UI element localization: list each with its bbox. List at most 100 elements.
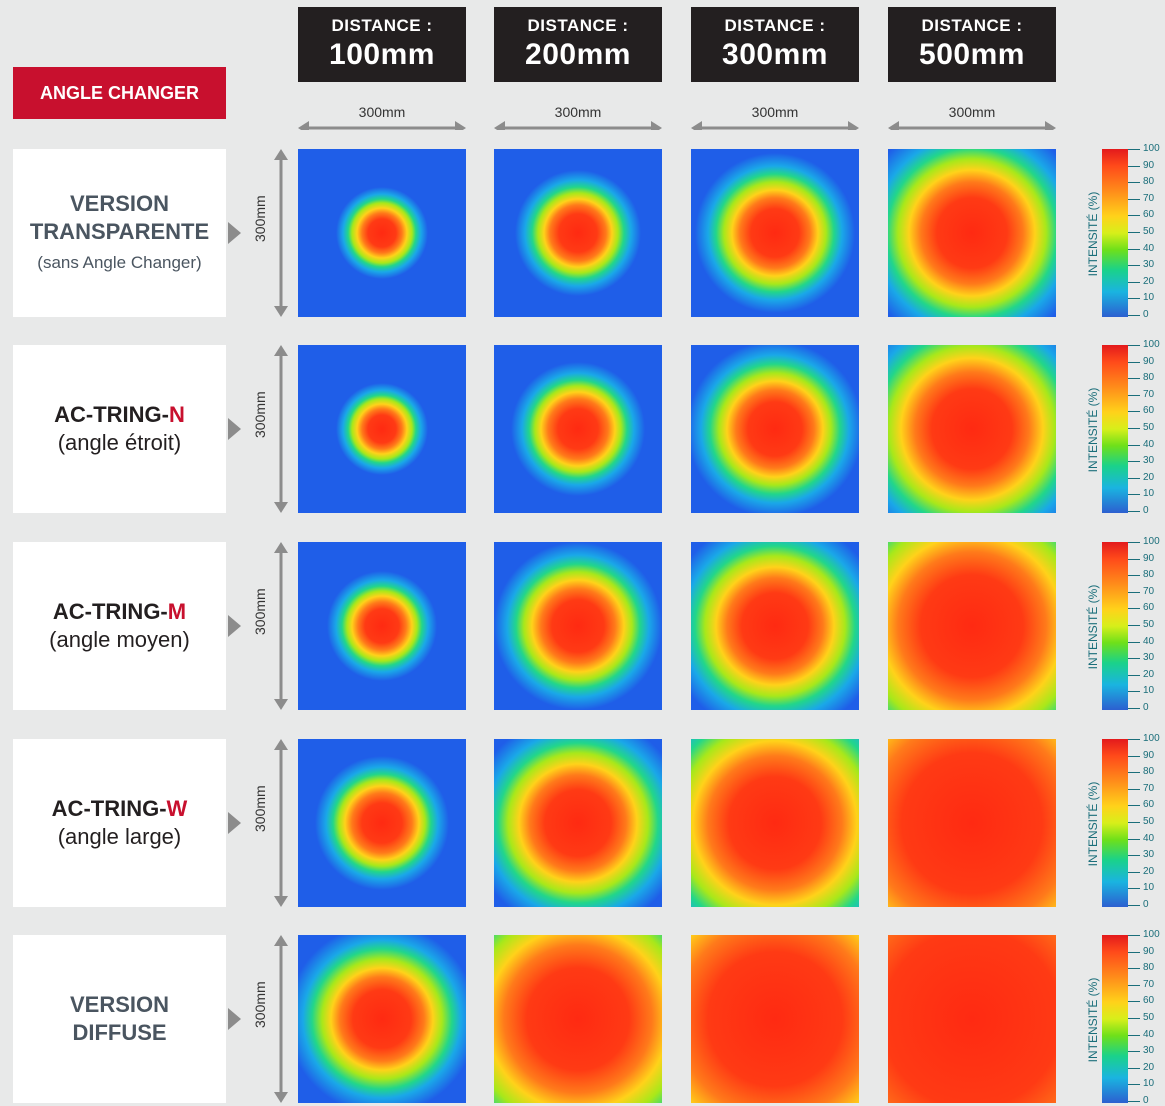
heatmap-cell	[494, 345, 662, 513]
scale-tick-label: 100	[1143, 929, 1160, 940]
scale-tick-label: 10	[1143, 1078, 1155, 1089]
row-subtitle: (sans Angle Changer)	[37, 253, 202, 272]
double-arrow-vertical-icon	[274, 935, 288, 1103]
scale-tick-label: 90	[1143, 553, 1155, 564]
scale-tick-label: 80	[1143, 176, 1155, 187]
height-label: 300mm	[252, 981, 268, 1028]
scale-tick	[1128, 395, 1140, 396]
scale-tick	[1128, 805, 1140, 806]
heatmap-cell	[691, 149, 859, 317]
scale-tick	[1128, 345, 1140, 346]
height-label: 300mm	[252, 195, 268, 242]
heatmap-cell	[494, 935, 662, 1103]
scale-title: INTENSITÉ (%)	[1086, 977, 1100, 1063]
heatmap-cell	[298, 739, 466, 907]
scale-tick-label: 40	[1143, 439, 1155, 450]
scale-tick	[1128, 166, 1140, 167]
scale-tick-label: 50	[1143, 1012, 1155, 1023]
scale-tick	[1128, 511, 1140, 512]
scale-tick-label: 40	[1143, 636, 1155, 647]
heatmap-cell	[298, 542, 466, 710]
scale-tick-label: 30	[1143, 455, 1155, 466]
row-subtitle: (angle moyen)	[49, 627, 190, 652]
scale-tick-label: 60	[1143, 209, 1155, 220]
scale-tick-label: 10	[1143, 882, 1155, 893]
heatmap-cell	[494, 739, 662, 907]
double-arrow-icon	[691, 121, 859, 130]
distance-value: 300mm	[722, 38, 828, 71]
scale-title: INTENSITÉ (%)	[1086, 584, 1100, 670]
scale-tick	[1128, 378, 1140, 379]
scale-tick	[1128, 642, 1140, 643]
scale-tick-label: 70	[1143, 389, 1155, 400]
scale-tick-label: 60	[1143, 602, 1155, 613]
double-arrow-icon	[494, 121, 662, 130]
scale-tick-label: 0	[1143, 702, 1149, 713]
scale-tick	[1128, 1035, 1140, 1036]
scale-tick	[1128, 839, 1140, 840]
scale-tick-label: 0	[1143, 899, 1149, 910]
double-arrow-vertical-icon	[274, 739, 288, 907]
angle-changer-badge: ANGLE CHANGER	[13, 67, 226, 119]
scale-tick	[1128, 149, 1140, 150]
row-name: VERSION	[69, 992, 170, 1017]
row-name-suffix: W	[166, 796, 188, 821]
row-name: VERSION	[69, 191, 170, 216]
scale-tick-label: 90	[1143, 750, 1155, 761]
distance-value: 100mm	[329, 38, 435, 71]
row-label-ac-tring-n: AC-TRING-N (angle étroit)	[13, 345, 226, 513]
height-arrow: 300mm	[252, 542, 295, 710]
intensity-scale: INTENSITÉ (%) 100 90 80 70 60 50 40 30 20 10 0	[1080, 144, 1165, 320]
scale-tick	[1128, 559, 1140, 560]
scale-tick-label: 80	[1143, 569, 1155, 580]
heatmap-cell	[691, 739, 859, 907]
scale-tick-label: 70	[1143, 783, 1155, 794]
scale-tick	[1128, 428, 1140, 429]
height-label: 300mm	[252, 588, 268, 635]
scale-tick-label: 0	[1143, 505, 1149, 516]
scale-tick	[1128, 265, 1140, 266]
row-name-prefix: AC-TRING-	[52, 599, 168, 624]
scale-tick	[1128, 1084, 1140, 1085]
width-label: 300mm	[751, 104, 799, 120]
scale-tick-label: 90	[1143, 356, 1155, 367]
distance-label: DISTANCE :	[921, 16, 1023, 35]
scale-tick	[1128, 905, 1140, 906]
scale-tick-label: 20	[1143, 669, 1155, 680]
heatmap-cell	[298, 149, 466, 317]
scale-tick	[1128, 822, 1140, 823]
scale-tick	[1128, 675, 1140, 676]
double-arrow-vertical-icon	[274, 542, 288, 710]
scale-tick-label: 10	[1143, 488, 1155, 499]
intensity-scale: INTENSITÉ (%) 100 90 80 70 60 50 40 30 20 10 0	[1080, 340, 1165, 516]
scale-tick-label: 30	[1143, 849, 1155, 860]
scale-tick	[1128, 789, 1140, 790]
scale-tick-label: 40	[1143, 1029, 1155, 1040]
scale-tick	[1128, 608, 1140, 609]
heatmap-cell	[888, 935, 1056, 1103]
scale-tick-label: 90	[1143, 946, 1155, 957]
scale-tick	[1128, 575, 1140, 576]
heatmap-cell	[691, 345, 859, 513]
scale-tick-label: 30	[1143, 652, 1155, 663]
scale-tick	[1128, 1068, 1140, 1069]
scale-title: INTENSITÉ (%)	[1086, 387, 1100, 473]
heatmap-cell	[888, 739, 1056, 907]
scale-title: INTENSITÉ (%)	[1086, 191, 1100, 277]
scale-tick-label: 60	[1143, 405, 1155, 416]
intensity-scale: INTENSITÉ (%) 100 90 80 70 60 50 40 30 20 10 0	[1080, 734, 1165, 910]
width-arrow: 300mm	[298, 102, 466, 130]
width-label: 300mm	[948, 104, 996, 120]
triangle-pointer-icon	[228, 418, 241, 440]
heatmap-cell	[888, 542, 1056, 710]
scale-tick-label: 70	[1143, 193, 1155, 204]
scale-tick-label: 30	[1143, 1045, 1155, 1056]
heatmap-cell	[298, 935, 466, 1103]
width-label: 300mm	[358, 104, 406, 120]
height-arrow: 300mm	[252, 149, 295, 317]
width-arrow: 300mm	[691, 102, 859, 130]
scale-tick	[1128, 888, 1140, 889]
scale-tick	[1128, 494, 1140, 495]
height-label: 300mm	[252, 391, 268, 438]
scale-tick	[1128, 592, 1140, 593]
